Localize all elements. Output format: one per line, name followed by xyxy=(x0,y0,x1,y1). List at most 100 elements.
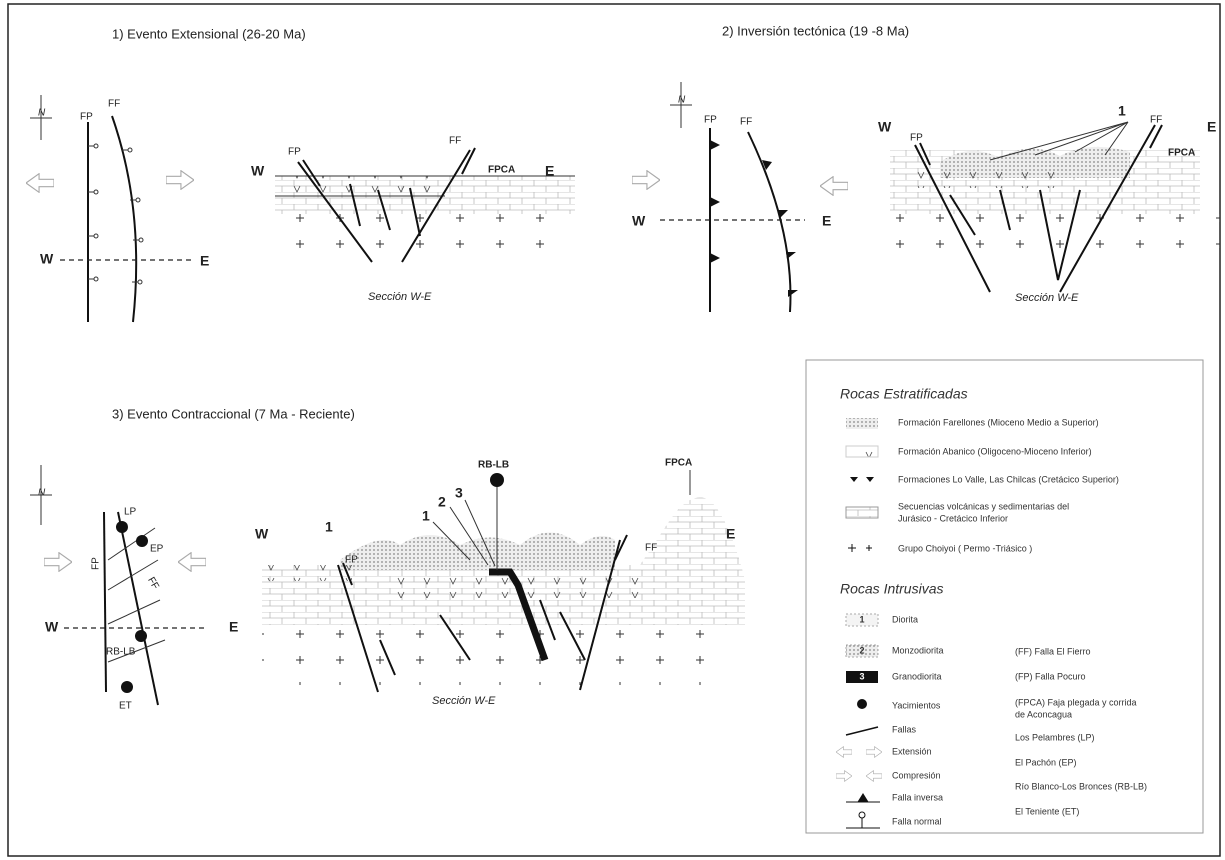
legend-item: Compresión xyxy=(892,770,941,780)
map-label: FP xyxy=(704,115,717,126)
compression-arrow xyxy=(632,171,660,190)
swatch xyxy=(857,699,867,709)
map-label: W xyxy=(45,619,59,635)
map-label: W xyxy=(632,213,646,229)
legend-item: Fallas xyxy=(892,724,917,734)
abbreviation: Río Blanco-Los Bronces (RB-LB) xyxy=(1015,781,1147,791)
map-label: FP xyxy=(91,557,102,570)
abbreviation: (FF) Falla El Fierro xyxy=(1015,646,1091,656)
legend-item: Jurásico - Cretácico Inferior xyxy=(898,513,1008,523)
legend-item: Monzodiorita xyxy=(892,645,944,655)
legend-item: Falla normal xyxy=(892,816,942,826)
swatch xyxy=(846,418,878,429)
extension-arrow xyxy=(166,171,194,190)
fault xyxy=(748,132,790,312)
abbreviation: El Pachón (EP) xyxy=(1015,757,1077,767)
map-label: EP xyxy=(150,544,164,555)
abbreviation: (FP) Falla Pocuro xyxy=(1015,671,1086,681)
swatch xyxy=(859,812,865,818)
section-label: 1 xyxy=(422,508,430,524)
swatch xyxy=(846,507,878,518)
extension-arrow xyxy=(26,174,54,193)
section-label: E xyxy=(726,526,735,542)
north-label: N xyxy=(38,488,46,499)
legend-item: Falla inversa xyxy=(892,792,943,802)
north-label: N xyxy=(678,95,686,106)
map-label: E xyxy=(822,213,831,229)
panel-2: 2) Inversión tectónica (19 -8 Ma) N FP F… xyxy=(632,23,1220,312)
section-label: W xyxy=(251,163,265,179)
section-label: FPCA xyxy=(1168,148,1195,159)
north-arrow xyxy=(30,95,52,140)
legend-item: Formaciones Lo Valle, Las Chilcas (Cretá… xyxy=(898,474,1119,484)
legend-item: Formación Abanico (Oligoceno-Mioceno Inf… xyxy=(898,446,1092,456)
fault xyxy=(104,512,106,692)
swatch-label: 1 xyxy=(859,614,864,624)
map-label: FF xyxy=(145,575,161,591)
section-label: 3 xyxy=(455,485,463,501)
section-label: E xyxy=(545,163,554,179)
map-label: FP xyxy=(80,112,93,123)
deposits xyxy=(116,521,148,693)
compression-arrow xyxy=(820,177,848,196)
panel-title: 3) Evento Contraccional (7 Ma - Reciente… xyxy=(112,406,355,421)
swatch-label: 3 xyxy=(859,671,864,681)
legend: Rocas Estratificadas Formación Farellone… xyxy=(806,360,1203,833)
legend-item: Grupo Choiyoi ( Permo -Triásico ) xyxy=(898,543,1032,553)
map-label: LP xyxy=(124,507,137,518)
north-arrow xyxy=(30,465,52,525)
section-label: FF xyxy=(645,543,657,554)
legend-item: Secuencias volcánicas y sedimentarias de… xyxy=(898,501,1069,511)
north-arrow xyxy=(670,82,692,128)
map-label: E xyxy=(229,619,238,635)
section-caption: Sección W-E xyxy=(368,291,432,303)
swatch xyxy=(846,446,878,457)
section-caption: Sección W-E xyxy=(432,695,496,707)
legend-heading: Rocas Intrusivas xyxy=(840,581,943,597)
compression-arrow xyxy=(178,553,206,572)
figure: 1) Evento Extensional (26-20 Ma) N FP FF… xyxy=(0,0,1225,860)
legend-heading: Rocas Estratificadas xyxy=(840,386,968,402)
map-label: E xyxy=(200,253,209,269)
basement xyxy=(262,625,732,685)
map-label: W xyxy=(40,251,54,267)
map-label: FF xyxy=(108,99,120,110)
north-label: N xyxy=(38,108,46,119)
basement xyxy=(275,214,575,264)
section-label: FF xyxy=(449,136,461,147)
section-label: E xyxy=(1207,119,1216,135)
deposit xyxy=(490,473,504,487)
abbreviation: (FPCA) Faja plegada y corrida xyxy=(1015,697,1137,707)
section-label: FP xyxy=(288,147,301,158)
basement xyxy=(890,214,1220,264)
section-label: FP xyxy=(910,133,923,144)
panel-3: 3) Evento Contraccional (7 Ma - Reciente… xyxy=(30,406,745,711)
compression-arrow xyxy=(44,553,72,572)
normal-fault-ticks xyxy=(88,144,143,284)
legend-item: Yacimientos xyxy=(892,700,941,710)
swatch-label: 2 xyxy=(859,645,864,655)
map-label: RB-LB xyxy=(106,647,136,658)
section-label: FPCA xyxy=(488,165,515,176)
map-label: ET xyxy=(119,701,132,712)
legend-item: Granodiorita xyxy=(892,671,942,681)
legend-item: Diorita xyxy=(892,614,918,624)
panel-title: 2) Inversión tectónica (19 -8 Ma) xyxy=(722,23,909,38)
panel-title: 1) Evento Extensional (26-20 Ma) xyxy=(112,26,306,41)
map-label: FF xyxy=(740,117,752,128)
section-label: FP xyxy=(345,555,358,566)
reverse-fault-teeth xyxy=(710,140,798,297)
farellones xyxy=(340,533,615,571)
abbreviation: de Aconcagua xyxy=(1015,709,1072,719)
page: 1) Evento Extensional (26-20 Ma) N FP FF… xyxy=(0,0,1225,860)
panel-1: 1) Evento Extensional (26-20 Ma) N FP FF… xyxy=(26,26,575,322)
section-caption: Sección W-E xyxy=(1015,292,1079,304)
section-label: FPCA xyxy=(665,458,692,469)
legend-item: Extensión xyxy=(892,746,932,756)
section-label: W xyxy=(878,119,892,135)
fault xyxy=(112,116,136,322)
section-label: 1 xyxy=(325,519,333,535)
section-label: RB-LB xyxy=(478,460,509,471)
section-label: W xyxy=(255,526,269,542)
legend-item: Formación Farellones (Mioceno Medio a Su… xyxy=(898,417,1099,427)
